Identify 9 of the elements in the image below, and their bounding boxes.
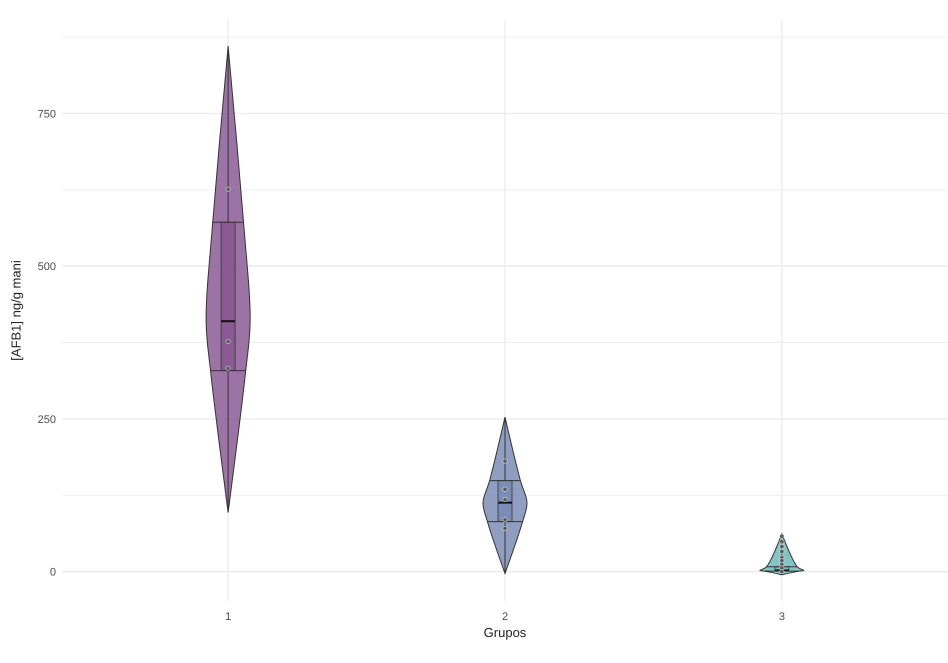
- y-tick-label: 750: [38, 108, 56, 120]
- x-tick-label: 2: [502, 610, 508, 623]
- y-tick-label: 500: [38, 261, 56, 274]
- x-tick-label: 1: [225, 610, 232, 623]
- y-axis-title: [AFB1] ng/g mani: [8, 260, 24, 361]
- x-axis-title: Grupos: [484, 625, 527, 640]
- x-tick-label: 3: [778, 610, 785, 623]
- y-tick-label: 250: [38, 414, 56, 426]
- y-tick-label: 0: [50, 566, 56, 579]
